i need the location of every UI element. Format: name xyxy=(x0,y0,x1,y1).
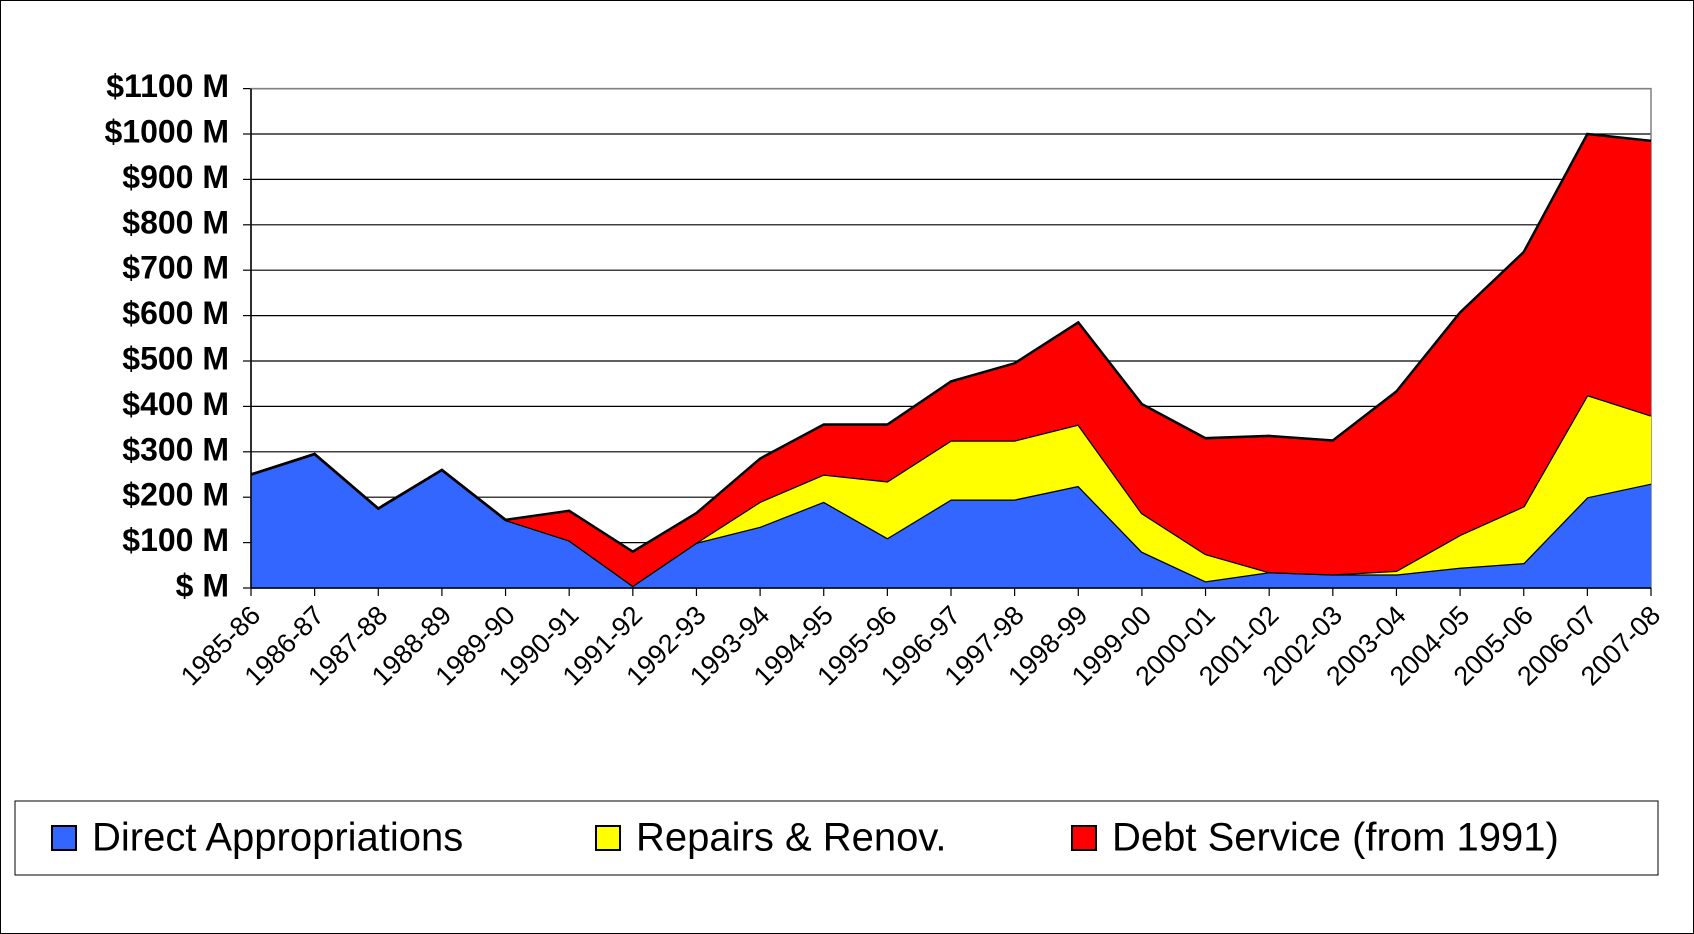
y-tick-label: $1100 M xyxy=(106,68,229,104)
area-fill xyxy=(251,134,1651,586)
legend-swatch xyxy=(595,825,621,851)
y-tick-label: $800 M xyxy=(122,204,229,240)
y-tick-label: $500 M xyxy=(122,340,229,376)
legend-swatch xyxy=(1071,825,1097,851)
legend-label: Direct Appropriations xyxy=(92,816,463,860)
y-tick-label: $200 M xyxy=(122,477,229,513)
legend-label: Debt Service (from 1991) xyxy=(1112,816,1559,860)
y-tick-label: $100 M xyxy=(122,522,229,558)
y-tick-label: $400 M xyxy=(122,386,229,422)
y-tick-label: $900 M xyxy=(122,159,229,195)
y-tick-label: $700 M xyxy=(122,250,229,286)
y-tick-label: $300 M xyxy=(122,431,229,467)
legend-swatch xyxy=(51,825,77,851)
legend-label: Repairs & Renov. xyxy=(636,816,947,860)
area-line xyxy=(250,132,1652,554)
area-fill xyxy=(251,454,1651,588)
y-tick-label: $1000 M xyxy=(104,113,229,149)
area-fill xyxy=(251,395,1651,586)
y-tick-label: $ M xyxy=(176,567,229,603)
legend-box xyxy=(14,800,1659,876)
y-tick-label: $600 M xyxy=(122,295,229,331)
